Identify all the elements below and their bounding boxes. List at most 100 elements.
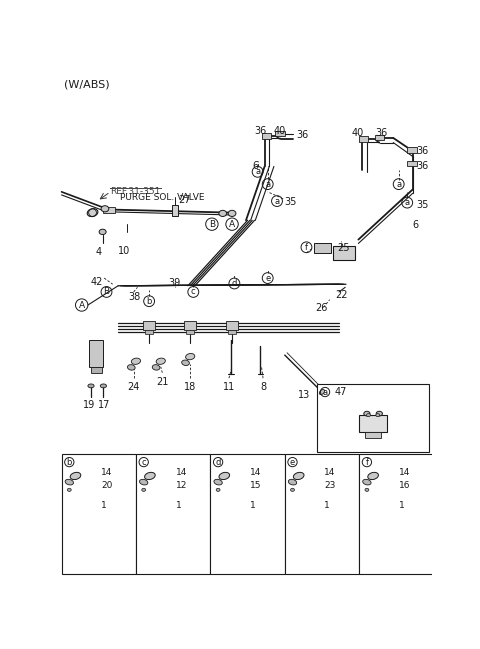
Text: b: b bbox=[67, 458, 72, 467]
Ellipse shape bbox=[140, 480, 148, 485]
Text: 40: 40 bbox=[274, 126, 286, 136]
Text: 24: 24 bbox=[127, 382, 140, 392]
Text: 26: 26 bbox=[316, 302, 328, 313]
Text: 27: 27 bbox=[179, 195, 191, 205]
Bar bbox=[365, 432, 381, 438]
Bar bbox=[317, 384, 429, 452]
Text: 42: 42 bbox=[90, 276, 103, 287]
Text: a: a bbox=[265, 180, 270, 189]
Ellipse shape bbox=[219, 472, 229, 480]
Bar bbox=[186, 330, 194, 334]
Bar bbox=[172, 205, 178, 215]
Text: B: B bbox=[209, 219, 215, 228]
Text: e: e bbox=[290, 458, 295, 467]
Text: A: A bbox=[229, 219, 235, 228]
Text: 39: 39 bbox=[168, 278, 181, 288]
Text: c: c bbox=[191, 288, 196, 297]
Text: 1: 1 bbox=[399, 500, 405, 509]
Text: 36: 36 bbox=[296, 130, 309, 140]
Text: PURGE SOL. VALVE: PURGE SOL. VALVE bbox=[120, 193, 205, 202]
Bar bbox=[375, 135, 384, 140]
Text: 20: 20 bbox=[101, 482, 112, 491]
Bar bbox=[262, 133, 271, 139]
Text: b: b bbox=[146, 297, 152, 306]
Bar bbox=[226, 321, 238, 330]
Ellipse shape bbox=[376, 413, 380, 417]
Ellipse shape bbox=[87, 209, 98, 217]
Ellipse shape bbox=[288, 480, 297, 485]
Text: a: a bbox=[405, 198, 410, 207]
Text: 8: 8 bbox=[260, 382, 266, 392]
Bar bbox=[407, 161, 417, 166]
Text: (W/ABS): (W/ABS) bbox=[64, 79, 109, 90]
Text: 40: 40 bbox=[351, 128, 364, 138]
Ellipse shape bbox=[293, 472, 304, 480]
Bar bbox=[359, 415, 387, 432]
Text: 13: 13 bbox=[298, 390, 310, 400]
Text: 21: 21 bbox=[156, 376, 168, 387]
Text: 17: 17 bbox=[98, 400, 110, 410]
Text: a: a bbox=[323, 387, 328, 397]
Ellipse shape bbox=[186, 354, 195, 360]
Bar bbox=[359, 454, 433, 574]
Bar bbox=[314, 243, 331, 252]
Text: 19: 19 bbox=[84, 400, 96, 410]
Ellipse shape bbox=[88, 384, 94, 388]
Text: 1: 1 bbox=[101, 500, 107, 509]
Text: 47: 47 bbox=[335, 387, 347, 397]
Text: 36: 36 bbox=[417, 161, 429, 171]
Text: 14: 14 bbox=[324, 469, 336, 477]
Ellipse shape bbox=[365, 488, 369, 491]
Text: 10: 10 bbox=[118, 246, 131, 256]
Bar bbox=[136, 454, 210, 574]
Bar bbox=[61, 454, 136, 574]
Text: 6: 6 bbox=[413, 220, 419, 230]
Bar bbox=[89, 339, 103, 367]
Text: 11: 11 bbox=[223, 382, 235, 392]
Text: 36: 36 bbox=[254, 126, 266, 136]
Text: 23: 23 bbox=[324, 482, 336, 491]
Text: 1: 1 bbox=[250, 500, 256, 509]
Bar bbox=[407, 147, 417, 153]
Ellipse shape bbox=[67, 488, 71, 491]
Bar bbox=[145, 330, 153, 334]
Text: 36: 36 bbox=[417, 145, 429, 156]
Bar bbox=[184, 321, 196, 330]
Text: 12: 12 bbox=[176, 482, 187, 491]
Ellipse shape bbox=[65, 480, 73, 485]
Bar bbox=[143, 321, 156, 330]
Text: d: d bbox=[216, 458, 221, 467]
Ellipse shape bbox=[319, 389, 324, 395]
Text: f: f bbox=[305, 243, 308, 252]
Text: 6: 6 bbox=[252, 161, 258, 171]
Text: a: a bbox=[255, 167, 260, 177]
Text: 1: 1 bbox=[324, 500, 330, 509]
Text: A: A bbox=[79, 300, 85, 310]
Ellipse shape bbox=[376, 411, 383, 416]
Ellipse shape bbox=[368, 472, 378, 480]
Text: 38: 38 bbox=[128, 292, 141, 302]
Bar bbox=[285, 454, 359, 574]
Text: 14: 14 bbox=[399, 469, 410, 477]
Ellipse shape bbox=[132, 358, 141, 364]
Bar bbox=[359, 136, 369, 141]
Ellipse shape bbox=[101, 206, 109, 212]
Text: 15: 15 bbox=[250, 482, 262, 491]
Text: 35: 35 bbox=[417, 199, 429, 210]
Text: 35: 35 bbox=[285, 197, 297, 207]
Text: REF.31-351: REF.31-351 bbox=[110, 187, 161, 196]
Ellipse shape bbox=[367, 413, 371, 417]
Ellipse shape bbox=[142, 488, 145, 491]
Text: 16: 16 bbox=[399, 482, 410, 491]
Text: 22: 22 bbox=[335, 289, 348, 300]
Bar bbox=[91, 367, 102, 373]
Text: d: d bbox=[232, 279, 237, 288]
Text: 18: 18 bbox=[184, 382, 196, 392]
Text: 14: 14 bbox=[176, 469, 187, 477]
Text: a: a bbox=[275, 197, 279, 206]
Ellipse shape bbox=[156, 358, 166, 364]
Ellipse shape bbox=[214, 480, 222, 485]
Bar bbox=[210, 454, 285, 574]
Ellipse shape bbox=[364, 411, 370, 416]
Text: 14: 14 bbox=[250, 469, 261, 477]
